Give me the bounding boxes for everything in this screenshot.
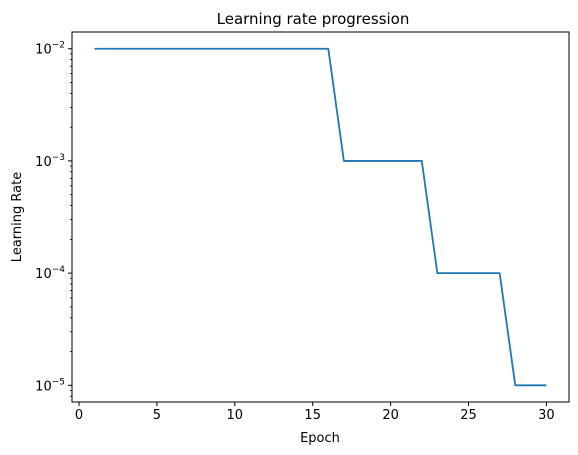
x-tick-label: 30 bbox=[538, 408, 555, 423]
x-tick-label: 5 bbox=[153, 408, 161, 423]
series-line bbox=[94, 47, 547, 387]
y-axis: 10−210−310−410−5 bbox=[35, 41, 72, 397]
y-tick-label: 10−3 bbox=[35, 153, 65, 170]
y-tick-base: 10 bbox=[35, 155, 52, 170]
y-tick-base: 10 bbox=[35, 43, 52, 58]
x-axis: 0 5 10 15 20 25 30 bbox=[75, 402, 555, 423]
y-axis-label: Learning Rate bbox=[10, 172, 25, 262]
y-tick-exponent: −2 bbox=[52, 41, 65, 51]
x-tick-label: 0 bbox=[75, 408, 83, 423]
y-tick-base: 10 bbox=[35, 267, 52, 282]
x-tick-label: 10 bbox=[227, 408, 244, 423]
y-tick-base: 10 bbox=[35, 379, 52, 394]
y-tick-label: 10−4 bbox=[35, 265, 65, 282]
x-tick-label: 20 bbox=[382, 408, 399, 423]
y-tick-exponent: −5 bbox=[52, 377, 65, 387]
plot-frame bbox=[71, 31, 570, 403]
y-tick-label: 10−5 bbox=[35, 377, 65, 394]
y-tick-label: 10−2 bbox=[35, 41, 65, 58]
y-tick-exponent: −3 bbox=[52, 153, 65, 163]
series-layer bbox=[94, 47, 547, 387]
y-tick-exponent: −4 bbox=[52, 265, 66, 275]
x-tick-label: 15 bbox=[304, 408, 321, 423]
x-axis-label: Epoch bbox=[300, 431, 340, 446]
x-tick-label: 25 bbox=[460, 408, 477, 423]
chart-title: Learning rate progression bbox=[217, 10, 410, 28]
